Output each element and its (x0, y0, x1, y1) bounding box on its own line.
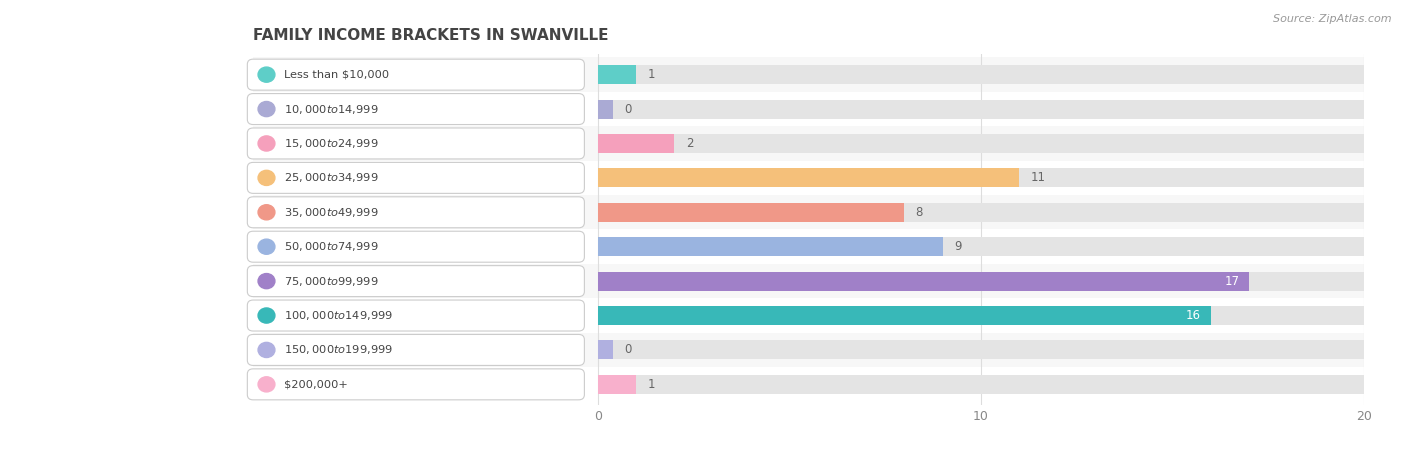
Text: $10,000 to $14,999: $10,000 to $14,999 (284, 103, 378, 116)
Bar (253, 92, 1364, 126)
FancyBboxPatch shape (247, 162, 585, 194)
Circle shape (259, 102, 276, 117)
Text: $150,000 to $199,999: $150,000 to $199,999 (284, 343, 392, 356)
Bar (253, 230, 1364, 264)
Text: 1: 1 (648, 68, 655, 81)
Bar (598, 203, 904, 222)
Bar (598, 272, 1364, 291)
Text: $100,000 to $149,999: $100,000 to $149,999 (284, 309, 392, 322)
Circle shape (259, 308, 276, 323)
Text: 9: 9 (955, 240, 962, 253)
Text: 16: 16 (1187, 309, 1201, 322)
Bar (598, 99, 1364, 118)
Text: Less than $10,000: Less than $10,000 (284, 70, 389, 80)
Bar (598, 134, 675, 153)
Text: $15,000 to $24,999: $15,000 to $24,999 (284, 137, 378, 150)
Bar (598, 341, 1364, 360)
Bar (598, 375, 1364, 394)
Circle shape (259, 274, 276, 289)
FancyBboxPatch shape (247, 128, 585, 159)
Bar (598, 237, 942, 256)
Bar (253, 195, 1364, 230)
FancyBboxPatch shape (247, 197, 585, 228)
Text: 8: 8 (915, 206, 924, 219)
Bar (598, 99, 613, 118)
Bar (598, 203, 1364, 222)
FancyBboxPatch shape (247, 94, 585, 125)
Text: 11: 11 (1031, 171, 1046, 184)
FancyBboxPatch shape (247, 369, 585, 400)
Bar (598, 134, 1364, 153)
Bar (253, 367, 1364, 401)
Circle shape (259, 170, 276, 185)
FancyBboxPatch shape (247, 59, 585, 90)
Text: FAMILY INCOME BRACKETS IN SWANVILLE: FAMILY INCOME BRACKETS IN SWANVILLE (253, 28, 609, 43)
Text: 1: 1 (648, 378, 655, 391)
Circle shape (259, 239, 276, 254)
FancyBboxPatch shape (247, 334, 585, 365)
Bar (598, 306, 1211, 325)
Bar (598, 65, 1364, 84)
Text: 17: 17 (1225, 274, 1239, 288)
Bar (598, 306, 1364, 325)
FancyBboxPatch shape (247, 266, 585, 297)
Text: $200,000+: $200,000+ (284, 379, 347, 389)
Bar (598, 65, 636, 84)
Bar (253, 126, 1364, 161)
Text: $35,000 to $49,999: $35,000 to $49,999 (284, 206, 378, 219)
FancyBboxPatch shape (247, 300, 585, 331)
Bar (598, 168, 1364, 187)
Circle shape (259, 377, 276, 392)
FancyBboxPatch shape (247, 231, 585, 262)
Circle shape (259, 67, 276, 82)
Text: $50,000 to $74,999: $50,000 to $74,999 (284, 240, 378, 253)
Text: 0: 0 (624, 103, 631, 116)
Bar (598, 375, 636, 394)
Bar (598, 168, 1019, 187)
Text: $75,000 to $99,999: $75,000 to $99,999 (284, 274, 378, 288)
Bar (253, 264, 1364, 298)
Text: 0: 0 (624, 343, 631, 356)
Bar (598, 272, 1249, 291)
Bar (253, 58, 1364, 92)
Bar (598, 237, 1364, 256)
Text: $25,000 to $34,999: $25,000 to $34,999 (284, 171, 378, 184)
Circle shape (259, 136, 276, 151)
Text: 2: 2 (686, 137, 693, 150)
Bar (598, 341, 613, 360)
Bar (253, 298, 1364, 333)
Bar (253, 333, 1364, 367)
Circle shape (259, 342, 276, 357)
Circle shape (259, 205, 276, 220)
Bar (253, 161, 1364, 195)
Text: Source: ZipAtlas.com: Source: ZipAtlas.com (1274, 14, 1392, 23)
